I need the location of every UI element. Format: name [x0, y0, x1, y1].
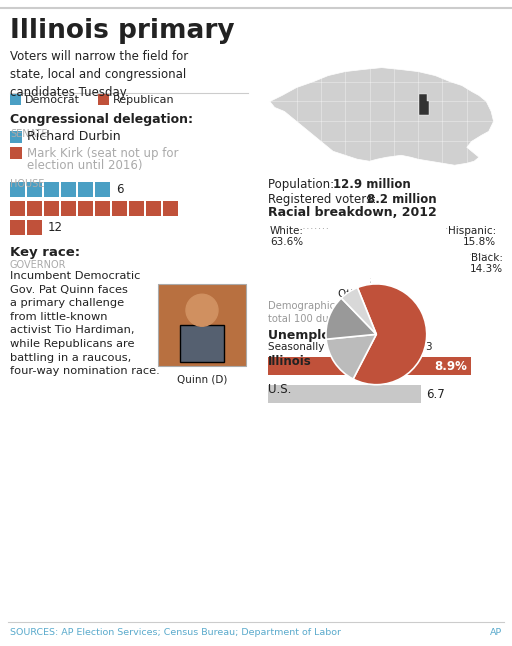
FancyBboxPatch shape	[27, 220, 42, 235]
Text: 12.9 million: 12.9 million	[333, 178, 411, 191]
FancyBboxPatch shape	[163, 201, 178, 216]
Text: Richard Durbin: Richard Durbin	[27, 130, 121, 143]
FancyBboxPatch shape	[95, 182, 110, 197]
Text: 63.6%: 63.6%	[270, 237, 303, 247]
FancyBboxPatch shape	[10, 182, 25, 197]
Text: election until 2016): election until 2016)	[27, 160, 142, 172]
Text: 15.8%: 15.8%	[463, 237, 496, 247]
FancyBboxPatch shape	[112, 201, 127, 216]
Text: Republican: Republican	[113, 95, 175, 105]
Text: Black:: Black:	[471, 253, 503, 263]
Wedge shape	[326, 298, 376, 339]
Text: 6: 6	[116, 183, 123, 196]
Text: 14.3%: 14.3%	[470, 264, 503, 274]
FancyBboxPatch shape	[268, 385, 421, 403]
Text: 6.7: 6.7	[426, 388, 444, 401]
Text: Registered voters:: Registered voters:	[268, 193, 380, 206]
Text: Democrat: Democrat	[25, 95, 80, 105]
FancyBboxPatch shape	[268, 357, 471, 375]
FancyBboxPatch shape	[158, 284, 246, 366]
FancyBboxPatch shape	[10, 201, 25, 216]
Text: HOUSE: HOUSE	[10, 179, 45, 189]
FancyBboxPatch shape	[27, 182, 42, 197]
Text: Congressional delegation:: Congressional delegation:	[10, 113, 193, 126]
Text: Unemployment rate: Unemployment rate	[268, 329, 408, 342]
FancyBboxPatch shape	[129, 201, 144, 216]
FancyBboxPatch shape	[78, 182, 93, 197]
Polygon shape	[270, 68, 494, 165]
FancyBboxPatch shape	[44, 182, 59, 197]
Text: Racial breakdown, 2012: Racial breakdown, 2012	[268, 206, 437, 219]
Text: U.S.: U.S.	[268, 383, 291, 396]
FancyBboxPatch shape	[61, 182, 76, 197]
Circle shape	[186, 294, 218, 326]
Polygon shape	[419, 94, 429, 116]
Text: SOURCES: AP Election Services; Census Bureau; Department of Labor: SOURCES: AP Election Services; Census Bu…	[10, 628, 341, 637]
FancyBboxPatch shape	[10, 147, 22, 159]
FancyBboxPatch shape	[10, 94, 21, 105]
Text: GOVERNOR: GOVERNOR	[10, 260, 67, 270]
Text: 8.2 million: 8.2 million	[367, 193, 437, 206]
Text: Voters will narrow the field for
state, local and congressional
candidates Tuesd: Voters will narrow the field for state, …	[10, 50, 188, 99]
Text: SENATE: SENATE	[10, 129, 48, 139]
FancyBboxPatch shape	[146, 201, 161, 216]
FancyBboxPatch shape	[78, 201, 93, 216]
Wedge shape	[342, 287, 376, 334]
FancyBboxPatch shape	[10, 220, 25, 235]
Text: Hispanic:: Hispanic:	[448, 226, 496, 236]
Text: 12: 12	[48, 221, 63, 234]
Text: Illinois primary: Illinois primary	[10, 18, 234, 44]
Text: Key race:: Key race:	[10, 246, 80, 259]
Text: Incumbent Democratic
Gov. Pat Quinn faces
a primary challenge
from little-known
: Incumbent Democratic Gov. Pat Quinn face…	[10, 271, 160, 376]
Text: Illinois: Illinois	[268, 355, 312, 368]
FancyBboxPatch shape	[27, 201, 42, 216]
Wedge shape	[326, 334, 376, 379]
FancyBboxPatch shape	[10, 131, 22, 143]
FancyBboxPatch shape	[61, 201, 76, 216]
Text: White:: White:	[270, 226, 304, 236]
Text: Seasonally adjusted, Dec. 2013: Seasonally adjusted, Dec. 2013	[268, 342, 433, 352]
Text: Other: 6.1%: Other: 6.1%	[338, 289, 401, 299]
FancyBboxPatch shape	[98, 94, 109, 105]
Text: 8.9%: 8.9%	[434, 360, 467, 373]
Text: Mark Kirk (seat not up for: Mark Kirk (seat not up for	[27, 147, 179, 160]
FancyBboxPatch shape	[44, 201, 59, 216]
Text: Population:: Population:	[268, 178, 338, 191]
Text: Demographic figures do not
total 100 due to rounding.: Demographic figures do not total 100 due…	[268, 301, 408, 324]
Text: Quinn (D): Quinn (D)	[177, 375, 227, 385]
FancyBboxPatch shape	[95, 201, 110, 216]
Wedge shape	[353, 284, 426, 385]
FancyBboxPatch shape	[180, 325, 224, 362]
Text: AP: AP	[490, 628, 502, 637]
